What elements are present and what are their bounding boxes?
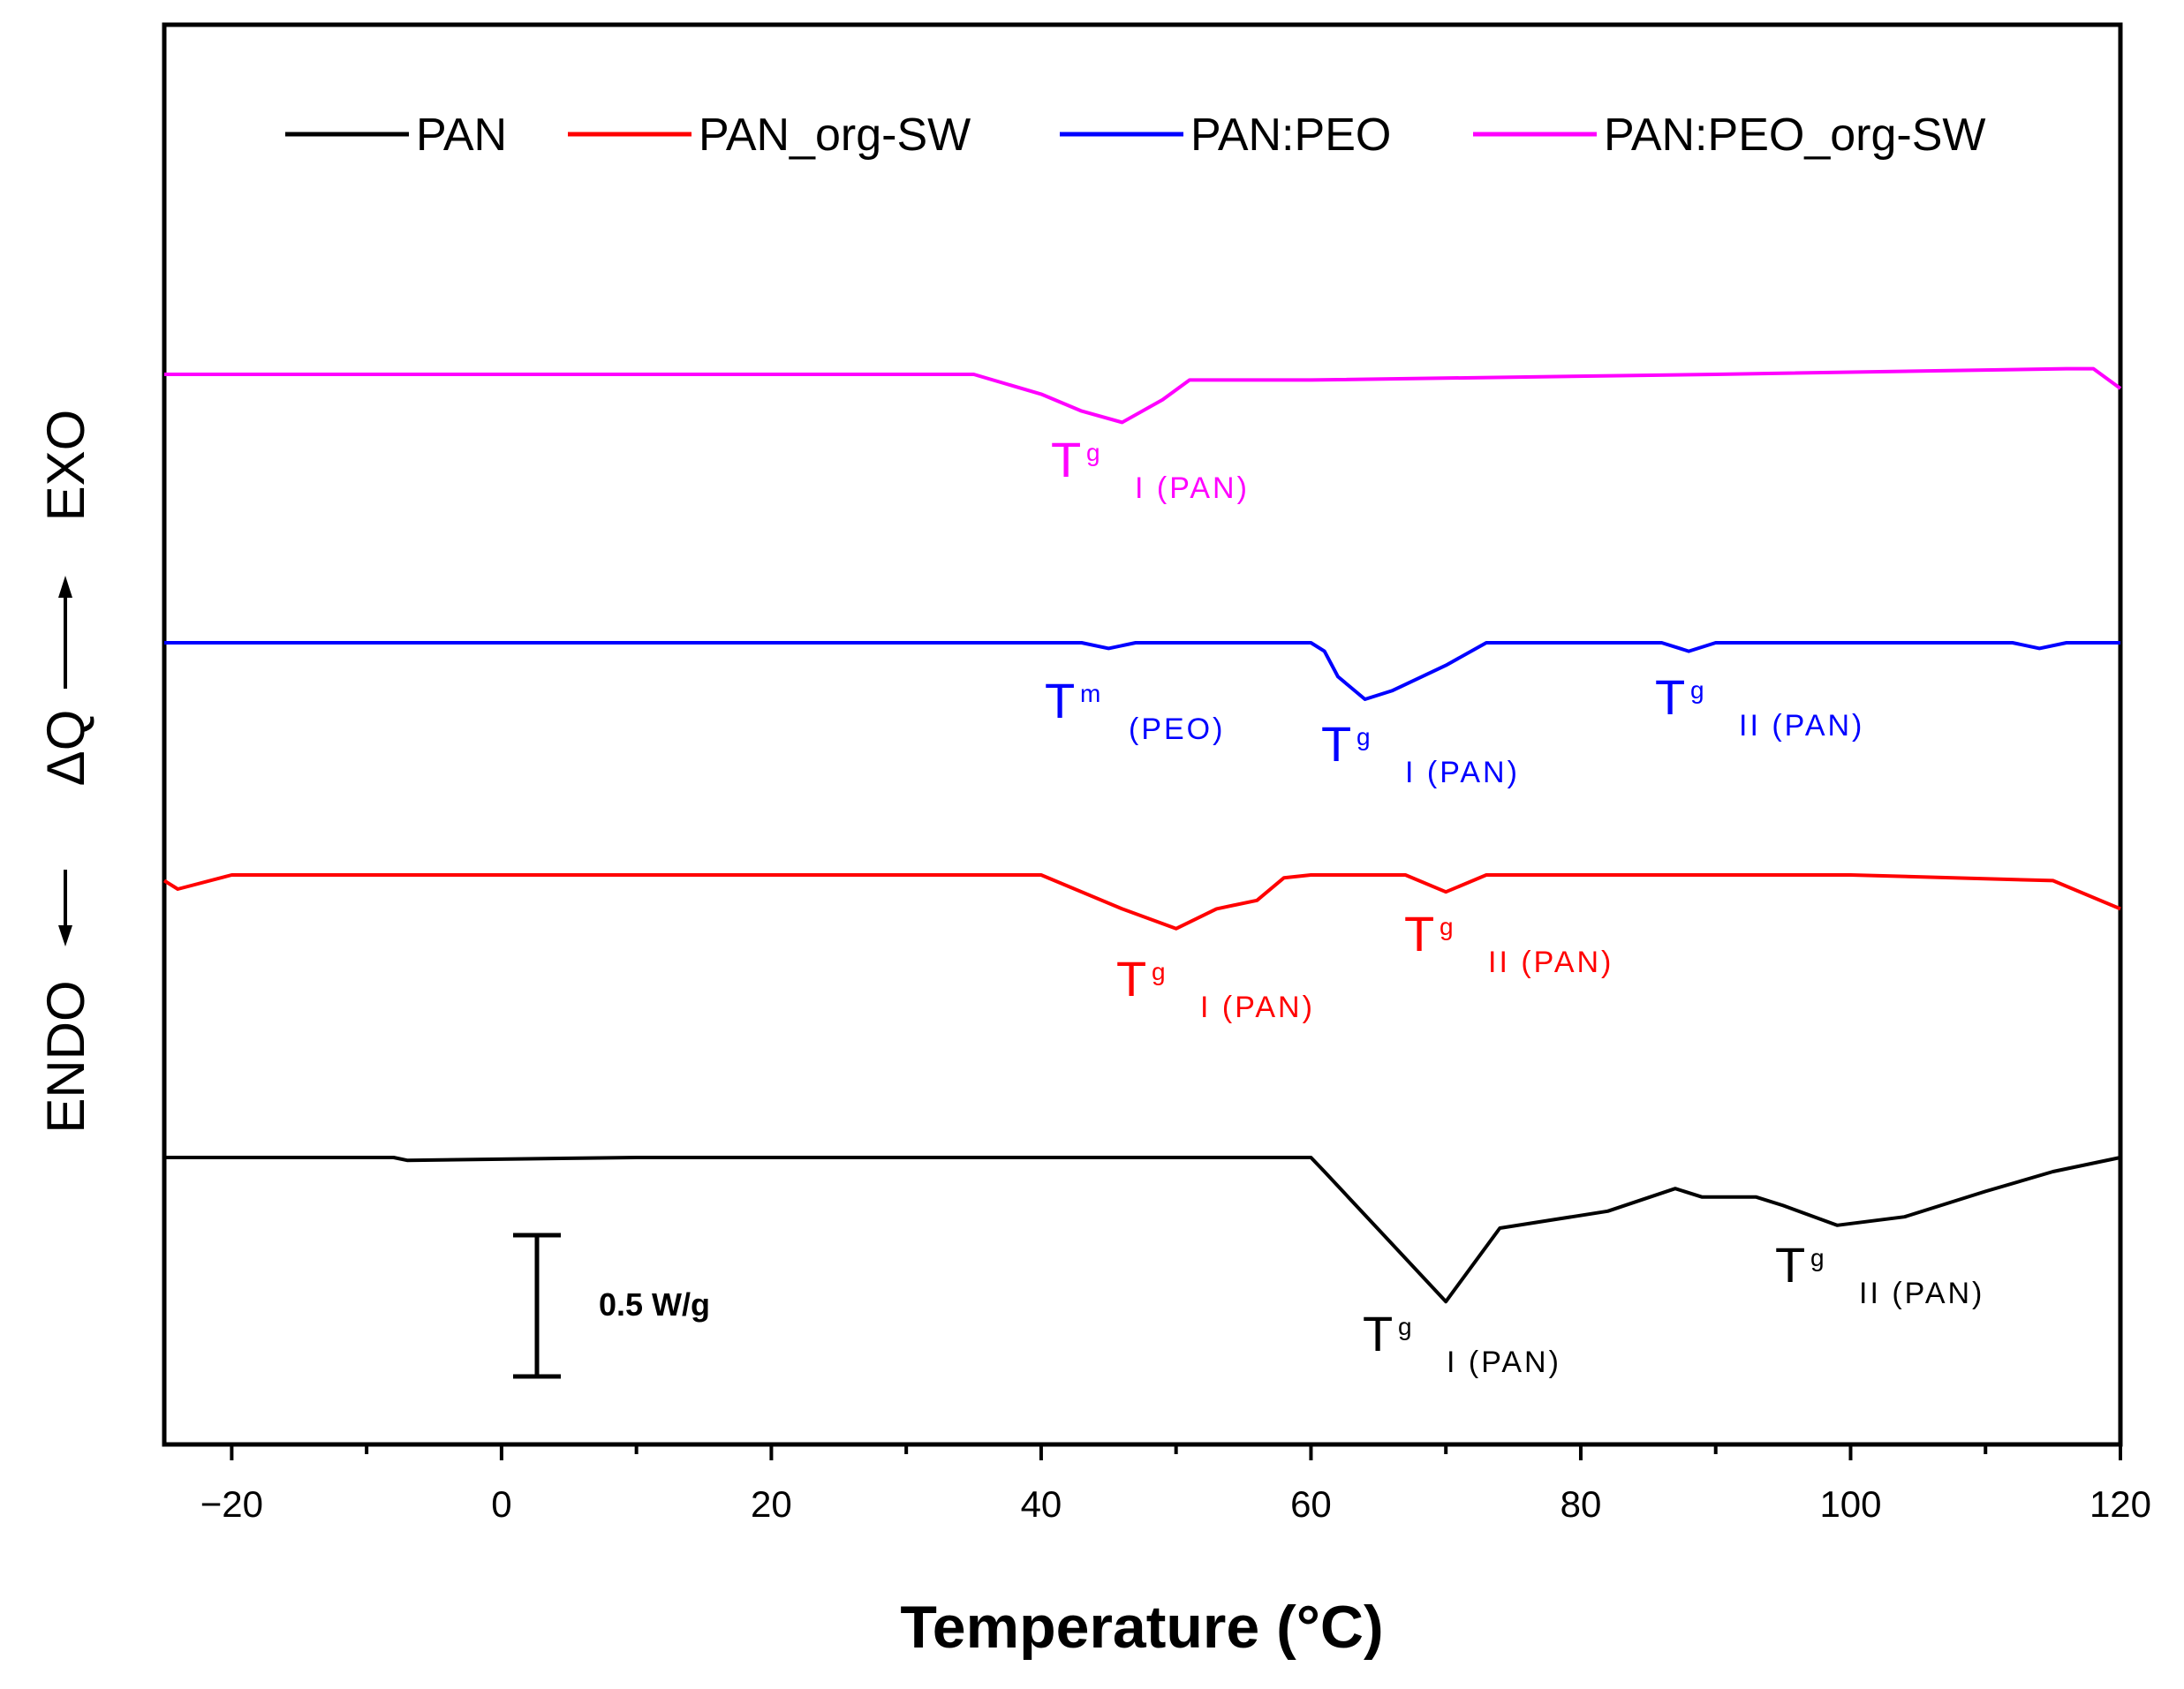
annotation-symbol: T <box>1116 951 1146 1007</box>
annotation-symbol: T <box>1321 716 1351 772</box>
legend-label: PAN_org-SW <box>699 109 971 161</box>
annotation-phase: I (PAN) <box>1447 1346 1561 1379</box>
x-tick-label: −20 <box>200 1483 263 1525</box>
annotation-subscript: g <box>1810 1244 1825 1271</box>
x-axis-title: Temperature (°C) <box>900 1594 1383 1661</box>
series-line-2 <box>164 641 2120 701</box>
annotation-phase: II (PAN) <box>1859 1277 1984 1310</box>
y-title-exo: EXO <box>36 410 95 522</box>
annotation-phase: II (PAN) <box>1739 709 1864 743</box>
y-title-delta-q: ΔQ <box>36 710 95 787</box>
legend: PAN PAN_org-SW PAN:PEO PAN:PEO_org-SW <box>285 109 1985 161</box>
exo-arrowhead-icon <box>58 576 72 598</box>
legend-label: PAN:PEO <box>1190 109 1391 161</box>
y-title-endo: ENDO <box>36 980 95 1133</box>
endo-arrowhead-icon <box>58 925 72 946</box>
annotation-subscript: g <box>1356 723 1371 750</box>
x-tick-label: 60 <box>1290 1483 1332 1525</box>
y-axis-title: ENDO ΔQ EXO <box>36 410 95 1134</box>
scale-bar: 0.5 W/g <box>513 1233 710 1379</box>
annotation-symbol: T <box>1404 906 1434 961</box>
annotation-symbol: T <box>1045 673 1075 728</box>
x-tick-label: 120 <box>2090 1483 2151 1525</box>
x-axis: −20 0 20 40 60 80 100 120 <box>200 1444 2151 1525</box>
series-layer <box>162 366 2122 1304</box>
x-tick-label: 20 <box>751 1483 792 1525</box>
annotation-symbol: T <box>1051 432 1081 487</box>
annotation-subscript: g <box>1152 958 1166 985</box>
x-tick-label: 0 <box>491 1483 511 1525</box>
annotation-phase: I (PAN) <box>1135 471 1250 505</box>
scale-bar-label: 0.5 W/g <box>599 1286 710 1323</box>
annotation-symbol: T <box>1655 669 1685 725</box>
series-line-1 <box>162 873 2121 931</box>
annotation-symbol: T <box>1363 1306 1393 1361</box>
annotation-subscript: g <box>1440 913 1454 940</box>
annotation-phase: I (PAN) <box>1405 756 1520 789</box>
annotation-subscript: m <box>1080 680 1100 707</box>
legend-label: PAN <box>416 109 507 161</box>
annotation-subscript: g <box>1690 676 1704 704</box>
legend-label: PAN:PEO_org-SW <box>1604 109 1985 161</box>
annotation-subscript: g <box>1398 1313 1412 1340</box>
annotation-symbol: T <box>1775 1237 1805 1293</box>
x-tick-label: 40 <box>1021 1483 1062 1525</box>
annotation-phase: I (PAN) <box>1200 991 1315 1024</box>
annotation-phase: (PEO) <box>1129 713 1225 746</box>
plot-frame <box>162 22 2123 1447</box>
annotation-phase: II (PAN) <box>1488 946 1613 979</box>
series-line-0 <box>164 1156 2121 1304</box>
annotation-subscript: g <box>1086 439 1100 466</box>
series-line-3 <box>164 366 2122 425</box>
x-tick-label: 100 <box>1819 1483 1881 1525</box>
x-tick-label: 80 <box>1561 1483 1602 1525</box>
